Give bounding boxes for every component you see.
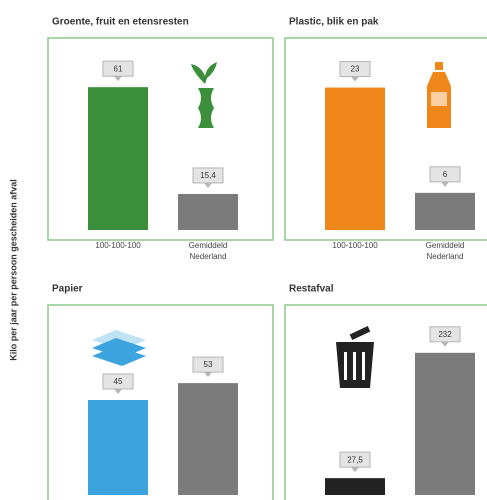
- value-label-pointer: [441, 341, 449, 347]
- value-label: 232: [438, 330, 452, 339]
- value-label-pointer: [441, 181, 449, 187]
- bottle-icon: [427, 62, 451, 128]
- value-label: 15,4: [200, 171, 216, 180]
- bar: [415, 352, 475, 495]
- value-label-pointer: [351, 76, 359, 82]
- category-label: Gemiddeld Nederland: [425, 241, 465, 261]
- bar: [415, 192, 475, 230]
- value-label: 61: [114, 64, 123, 73]
- category-label-box: 100-100-100: [95, 241, 141, 250]
- value-label-pointer: [204, 372, 212, 378]
- value-label-pointer: [204, 182, 212, 188]
- panel-frame: [47, 304, 274, 500]
- value-label: 53: [204, 360, 213, 369]
- panel-frame: [284, 304, 487, 500]
- bar: [325, 87, 385, 230]
- panel-title: Restafval: [289, 284, 334, 295]
- panel-title: Plastic, blik en pak: [289, 17, 379, 28]
- bar: [178, 383, 238, 495]
- panel-frame: [47, 37, 274, 241]
- panel-frame: [284, 37, 487, 241]
- value-label: 27,5: [347, 455, 363, 464]
- panel-title: Papier: [52, 284, 83, 295]
- value-label-pointer: [114, 76, 122, 82]
- category-label-box: 100-100-100: [332, 241, 378, 250]
- category-label-box: Gemiddeld Nederland: [188, 241, 228, 261]
- apple-core-icon: [191, 62, 217, 128]
- category-label: Gemiddeld Nederland: [188, 241, 228, 261]
- value-label-pointer: [351, 467, 359, 473]
- bar: [88, 87, 148, 230]
- category-label: 100-100-100: [332, 241, 378, 250]
- panel-title: Groente, fruit en etensresten: [52, 17, 189, 28]
- bar: [178, 193, 238, 230]
- category-label: 100-100-100: [95, 241, 141, 250]
- bin-icon: [336, 326, 374, 388]
- value-label: 45: [114, 377, 123, 386]
- category-label-box: Gemiddeld Nederland: [425, 241, 465, 261]
- bar: [88, 400, 148, 495]
- value-label: 6: [443, 170, 448, 179]
- value-label: 23: [351, 65, 360, 74]
- value-label-pointer: [114, 389, 122, 394]
- bar: [325, 478, 385, 495]
- y-axis-label: Kilo per jaar per persoon gescheiden afv…: [8, 179, 18, 361]
- paper-icon: [92, 330, 146, 366]
